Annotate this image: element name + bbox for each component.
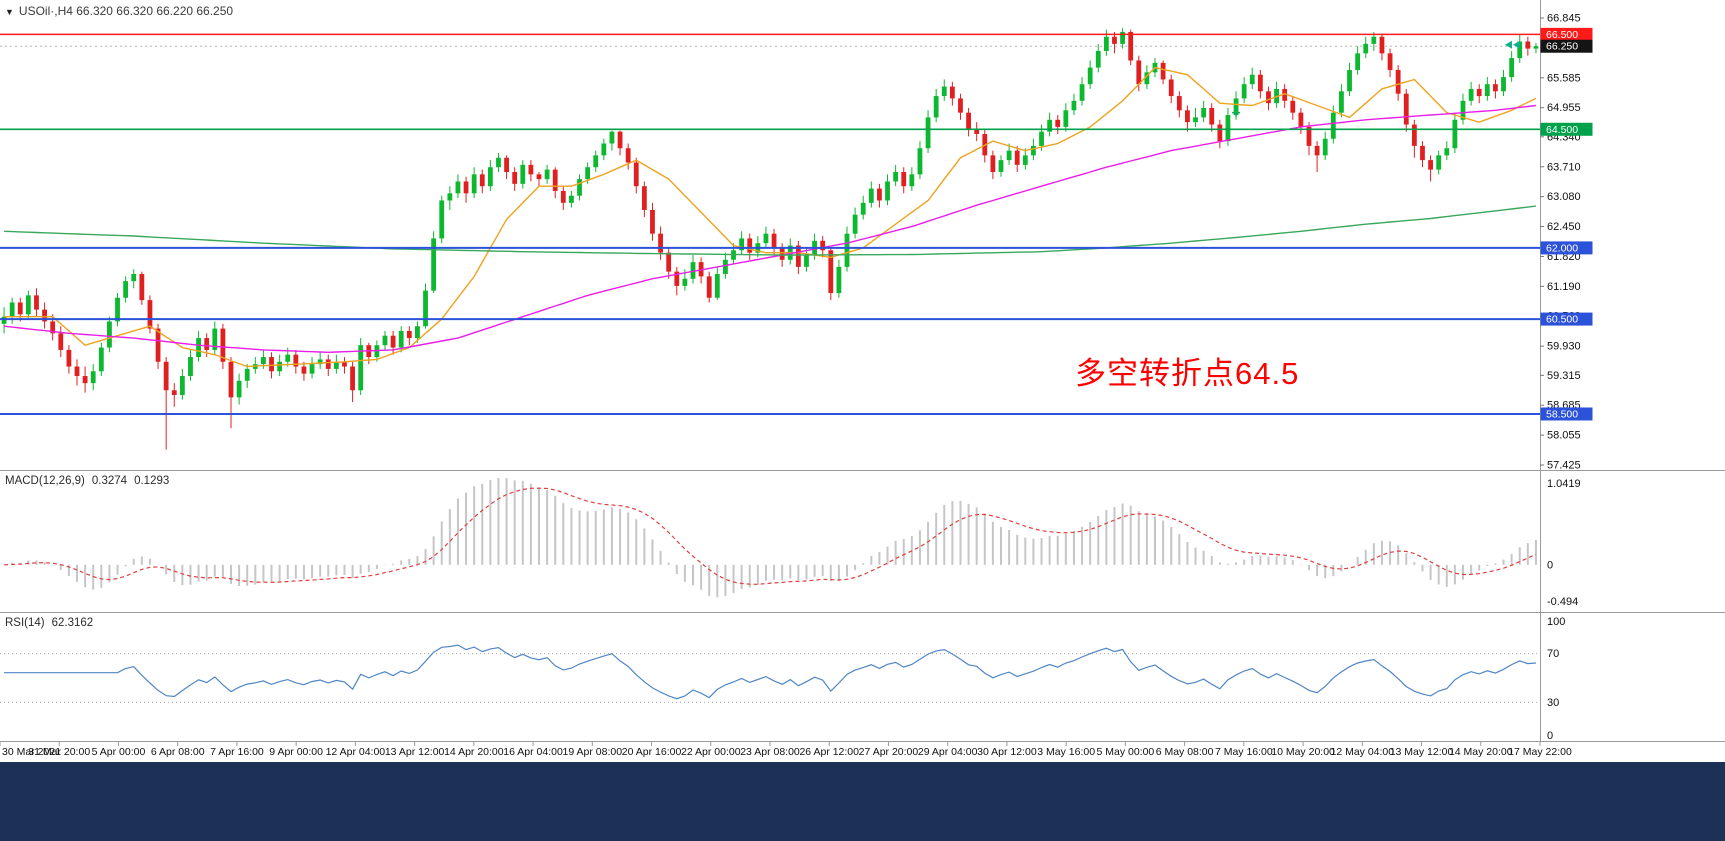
svg-text:22 Apr 00:00: 22 Apr 00:00 <box>681 746 741 758</box>
svg-text:29 Apr 04:00: 29 Apr 04:00 <box>918 746 978 758</box>
svg-text:31 Mar 20:00: 31 Mar 20:00 <box>28 746 90 758</box>
svg-text:7 May 16:00: 7 May 16:00 <box>1215 746 1273 758</box>
svg-text:58.055: 58.055 <box>1547 430 1581 442</box>
svg-text:60.500: 60.500 <box>1546 314 1578 326</box>
svg-text:66.845: 66.845 <box>1547 13 1581 25</box>
svg-text:14 May 20:00: 14 May 20:00 <box>1449 746 1513 758</box>
price-badge <box>1540 39 1593 53</box>
svg-text:3 May 16:00: 3 May 16:00 <box>1037 746 1095 758</box>
macd-histogram <box>4 478 1537 598</box>
rsi-value: 62.3162 <box>51 617 94 629</box>
ma-fast-orange <box>4 66 1537 368</box>
footer-bar <box>0 762 1725 841</box>
svg-text:0: 0 <box>1547 559 1553 571</box>
svg-text:62.450: 62.450 <box>1547 221 1581 233</box>
svg-text:100: 100 <box>1547 616 1565 628</box>
macd-indicator-label: MACD(12,26,9) 0.3274 0.1293 <box>5 475 176 487</box>
svg-text:23 Apr 08:00: 23 Apr 08:00 <box>740 746 800 758</box>
svg-text:20 Apr 16:00: 20 Apr 16:00 <box>622 746 682 758</box>
svg-text:30: 30 <box>1547 697 1559 709</box>
price-badge <box>1540 241 1593 255</box>
svg-text:58.500: 58.500 <box>1546 408 1578 420</box>
moving-average-lines <box>4 66 1537 368</box>
annotation-text[interactable]: 多空转折点64.5 <box>1075 356 1300 391</box>
indicator-axes: 1.0419 0 -0.494 100 70 30 0 <box>1547 478 1581 742</box>
macd-value-signal: 0.1293 <box>134 475 170 487</box>
price-badge <box>1540 407 1593 421</box>
rsi-plot <box>0 644 1540 703</box>
svg-text:12 May 04:00: 12 May 04:00 <box>1330 746 1394 758</box>
price-badge <box>1540 27 1593 41</box>
chart-canvas[interactable]: 66.84565.58564.95564.34063.71063.08062.4… <box>0 0 1725 762</box>
rsi-indicator-label: RSI(14) 62.3162 <box>5 617 100 629</box>
svg-text:5 Apr 00:00: 5 Apr 00:00 <box>92 746 146 758</box>
svg-text:64.955: 64.955 <box>1547 102 1581 114</box>
svg-text:26 Apr 12:00: 26 Apr 12:00 <box>799 746 859 758</box>
svg-text:9 Apr 00:00: 9 Apr 00:00 <box>269 746 323 758</box>
svg-text:12 Apr 04:00: 12 Apr 04:00 <box>326 746 386 758</box>
svg-text:17 May 22:00: 17 May 22:00 <box>1508 746 1572 758</box>
svg-text:-0.494: -0.494 <box>1547 596 1578 608</box>
chart-title-text: USOil·,H4 66.320 66.320 66.220 66.250 <box>18 4 234 18</box>
svg-text:62.000: 62.000 <box>1546 242 1578 254</box>
svg-text:16 Apr 04:00: 16 Apr 04:00 <box>503 746 563 758</box>
macd-label-name: MACD(12,26,9) <box>5 475 85 487</box>
panel-separators <box>0 0 1725 742</box>
svg-text:57.425: 57.425 <box>1547 459 1581 471</box>
macd-value-main: 0.3274 <box>91 475 128 487</box>
price-badge <box>1540 312 1593 326</box>
svg-text:66.500: 66.500 <box>1546 29 1578 41</box>
price-badge <box>1540 122 1593 136</box>
collapse-arrow-icon[interactable]: ▼ <box>5 7 14 17</box>
svg-text:61.190: 61.190 <box>1547 281 1581 293</box>
svg-text:59.930: 59.930 <box>1547 341 1581 353</box>
price-axis[interactable]: 66.84565.58564.95564.34063.71063.08062.4… <box>1540 13 1593 472</box>
svg-text:0: 0 <box>1547 730 1553 742</box>
svg-text:14 Apr 20:00: 14 Apr 20:00 <box>444 746 504 758</box>
svg-text:13 May 12:00: 13 May 12:00 <box>1390 746 1454 758</box>
svg-text:13 Apr 12:00: 13 Apr 12:00 <box>385 746 445 758</box>
svg-text:64.500: 64.500 <box>1546 124 1578 136</box>
svg-text:59.315: 59.315 <box>1547 370 1581 382</box>
svg-text:27 Apr 20:00: 27 Apr 20:00 <box>859 746 919 758</box>
chart-markers[interactable] <box>1232 40 1520 117</box>
horizontal-level-lines[interactable] <box>0 33 1540 415</box>
svg-text:10 May 20:00: 10 May 20:00 <box>1271 746 1335 758</box>
svg-text:1.0419: 1.0419 <box>1547 478 1581 490</box>
svg-text:6 May 08:00: 6 May 08:00 <box>1156 746 1214 758</box>
svg-text:63.710: 63.710 <box>1547 161 1581 173</box>
svg-text:6 Apr 08:00: 6 Apr 08:00 <box>151 746 205 758</box>
arrow-marker-icon <box>1504 40 1512 49</box>
rsi-line <box>4 644 1536 700</box>
chart-title: ▼ USOil·,H4 66.320 66.320 66.220 66.250 <box>5 4 233 18</box>
macd-signal-line <box>4 487 1537 585</box>
svg-text:5 May 00:00: 5 May 00:00 <box>1096 746 1154 758</box>
svg-text:7 Apr 16:00: 7 Apr 16:00 <box>210 746 264 758</box>
svg-text:70: 70 <box>1547 648 1559 660</box>
arrow-marker-icon <box>1512 40 1520 49</box>
svg-text:65.585: 65.585 <box>1547 72 1581 84</box>
ma-mid-magenta <box>4 104 1536 354</box>
svg-text:66.250: 66.250 <box>1546 41 1578 53</box>
svg-text:30 Apr 12:00: 30 Apr 12:00 <box>977 746 1037 758</box>
svg-text:63.080: 63.080 <box>1547 191 1581 203</box>
svg-text:19 Apr 08:00: 19 Apr 08:00 <box>563 746 623 758</box>
ma-slow-green <box>4 205 1536 256</box>
svg-text:30 Mar 2021: 30 Mar 2021 <box>2 746 61 758</box>
rsi-label-name: RSI(14) <box>5 617 45 629</box>
candlesticks <box>1 28 1539 450</box>
